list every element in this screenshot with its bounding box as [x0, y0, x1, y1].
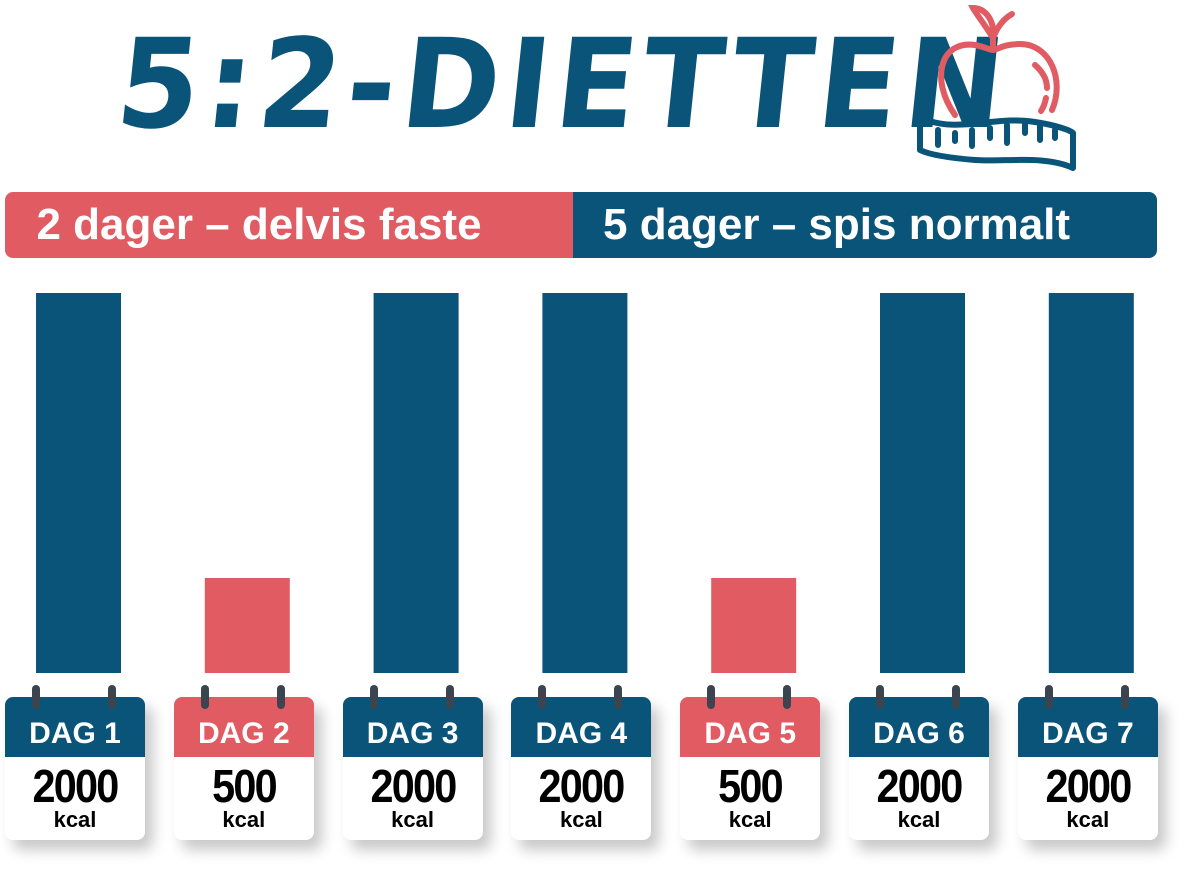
- normal-days-label: 5 dager – spis normalt: [603, 200, 1071, 249]
- calendar-ring-icon: [783, 685, 792, 709]
- kcal-unit: kcal: [1066, 807, 1110, 832]
- calendar-day-5: DAG 5 500 kcal: [680, 685, 821, 840]
- kcal-unit: kcal: [222, 807, 266, 832]
- bar-5: [711, 578, 797, 673]
- kcal-value: 2000: [32, 760, 120, 812]
- kcal-value: 2000: [538, 760, 626, 812]
- kcal-value: 2000: [1045, 760, 1132, 812]
- fasting-days-banner: 2 dager – delvis faste: [5, 192, 573, 258]
- calendar-day-4: DAG 4 2000 kcal: [511, 685, 652, 840]
- normal-days-banner: 5 dager – spis normalt: [573, 192, 1157, 258]
- day-label: DAG 2: [173, 697, 314, 757]
- day-label: DAG 5: [680, 697, 821, 757]
- bar-1: [36, 293, 121, 673]
- kcal-unit: kcal: [728, 807, 772, 832]
- day-label: DAG 4: [511, 697, 652, 757]
- kcal-value: 500: [211, 760, 277, 812]
- calendar-ring-icon: [707, 685, 716, 709]
- calendar-ring-icon: [200, 685, 209, 709]
- calendar-ring-icon: [276, 685, 285, 709]
- kcal-value: 2000: [876, 760, 964, 812]
- bar-7: [1048, 293, 1134, 673]
- calendar-ring-icon: [952, 685, 960, 709]
- day-label: DAG 3: [342, 697, 483, 757]
- kcal-value: 2000: [370, 760, 457, 812]
- calendar-ring-icon: [614, 685, 623, 709]
- day-label: DAG 1: [5, 697, 145, 757]
- calendar-day-7: DAG 7 2000 kcal: [1017, 685, 1158, 840]
- kcal-unit: kcal: [897, 807, 941, 832]
- kcal-unit: kcal: [559, 807, 603, 832]
- calendar-ring-icon: [1044, 685, 1053, 709]
- calendar-day-3: DAG 3 2000 kcal: [342, 685, 483, 840]
- bar-3: [373, 293, 459, 673]
- day-label: DAG 6: [849, 697, 989, 757]
- calendar-ring-icon: [538, 685, 547, 709]
- kcal-unit: kcal: [53, 807, 97, 832]
- day-label: DAG 7: [1017, 697, 1158, 757]
- calendar-ring-icon: [108, 685, 116, 709]
- calendar-ring-icon: [876, 685, 884, 709]
- calendar-day-6: DAG 6 2000 kcal: [849, 685, 989, 840]
- calendar-ring-icon: [369, 685, 378, 709]
- calendar-day-1: DAG 1 2000 kcal: [5, 685, 145, 840]
- calendar-ring-icon: [32, 685, 40, 709]
- bar-2: [204, 578, 290, 673]
- calendar-ring-icon: [1120, 685, 1129, 709]
- bar-6: [880, 293, 965, 673]
- kcal-value: 500: [718, 760, 783, 812]
- fasting-days-label: 2 dager – delvis faste: [36, 200, 482, 249]
- apple-measuring-tape-icon: [917, 4, 1076, 171]
- calendar-day-2: DAG 2 500 kcal: [173, 685, 314, 840]
- calendar-ring-icon: [445, 685, 454, 709]
- bar-4: [542, 293, 628, 673]
- kcal-unit: kcal: [391, 807, 434, 832]
